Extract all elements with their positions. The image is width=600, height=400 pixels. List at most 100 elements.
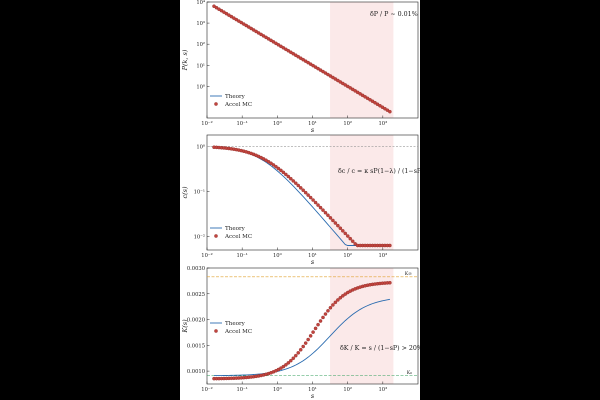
theory-line — [214, 298, 390, 377]
y-tick-label: 10⁻² — [194, 234, 205, 240]
mc-point — [321, 208, 325, 212]
mc-point — [326, 309, 330, 313]
mc-point — [298, 347, 303, 352]
mc-point — [333, 221, 338, 225]
mc-point — [284, 363, 288, 367]
mc-point — [388, 243, 392, 248]
y-tick-label: 10⁻¹ — [194, 189, 205, 195]
mc-point — [388, 109, 392, 114]
legend-theory-label: Theory — [225, 226, 246, 232]
x-tick-label: 10⁰ — [273, 387, 282, 393]
annotation: δP / P ∼ 0.01% — [370, 11, 418, 18]
mc-point — [286, 361, 291, 365]
x-tick-label: 10⁻² — [201, 121, 212, 127]
mc-point — [323, 312, 328, 316]
legend-mc-swatch — [214, 102, 218, 106]
mc-point — [321, 315, 325, 320]
mc-point — [313, 326, 318, 331]
x-tick-label: 10³ — [378, 253, 387, 259]
mc-point — [306, 193, 310, 197]
mc-point — [296, 183, 301, 188]
mc-point — [326, 213, 330, 218]
mc-point — [316, 322, 320, 327]
y-tick-label: 0.0020 — [187, 318, 205, 324]
x-tick-label: 10² — [343, 253, 352, 259]
x-tick-label: 10¹ — [308, 387, 317, 393]
mc-point — [308, 334, 313, 338]
mc-point — [388, 280, 392, 285]
x-tick-label: 10⁻² — [201, 253, 212, 259]
mc-point — [308, 195, 313, 200]
x-tick-label: 10³ — [378, 121, 387, 127]
mc-point — [323, 210, 328, 215]
mc-point — [276, 166, 281, 171]
x-tick-label: 10⁻¹ — [236, 387, 247, 393]
mc-point — [313, 200, 318, 205]
shaded-region — [330, 2, 394, 118]
x-tick-label: 10¹ — [308, 121, 317, 127]
legend-mc-label: Accel MC — [224, 102, 252, 108]
mc-point — [311, 330, 315, 334]
annotation: δc / c = κ sP(1−λ) / (1−sP)(1−λ sP) > 20… — [338, 168, 420, 175]
x-tick-label: 10⁰ — [273, 253, 282, 259]
mc-point — [331, 303, 335, 307]
x-tick-label: 10³ — [378, 387, 387, 393]
mc-point — [289, 358, 293, 363]
annotation: δK / K = s / (1−sP) > 20% — [340, 345, 420, 352]
mc-point — [318, 319, 323, 323]
figure: 10⁻² 10⁻¹ 10⁰ 10¹ 10² 10³ s P(k, s) 10⁴ 10³ 10² 10¹… — [180, 0, 420, 400]
x-axis-label: s — [311, 126, 315, 134]
y-tick-label: 0.0010 — [187, 369, 205, 375]
x-axis-label: s — [311, 392, 315, 400]
y-tick-label: 10⁰ — [196, 144, 205, 150]
mc-point — [301, 344, 305, 349]
mc-point — [306, 337, 310, 342]
mc-point — [284, 172, 288, 177]
y-tick-label: 0.0015 — [187, 343, 205, 349]
y-tick-label: 10³ — [196, 21, 205, 27]
y-tick-label: 10¹ — [196, 63, 205, 69]
legend-theory-label: Theory — [225, 94, 246, 100]
mc-point — [274, 164, 278, 169]
mc-point — [336, 298, 340, 302]
mc-point — [338, 226, 343, 230]
mc-point — [338, 296, 343, 300]
mc-point — [291, 179, 296, 183]
mc-point — [301, 188, 305, 193]
mc-point — [333, 300, 338, 305]
mc-point — [343, 292, 348, 296]
mc-point — [293, 181, 298, 185]
x-tick-label: 10⁻² — [201, 387, 212, 393]
mc-point — [318, 205, 323, 210]
y-tick-label: 0.0025 — [187, 292, 205, 298]
mc-point — [328, 305, 333, 310]
mc-point — [353, 242, 357, 246]
mc-point — [266, 159, 271, 164]
mc-point — [279, 168, 283, 173]
legend-mc-swatch — [214, 234, 218, 238]
mc-point — [281, 170, 286, 175]
reference-line-label: K∞ — [405, 271, 412, 277]
shaded-region — [330, 135, 394, 250]
mc-point — [296, 351, 301, 355]
mc-point — [343, 231, 348, 236]
mc-point — [281, 364, 286, 369]
x-tick-label: 10⁻¹ — [236, 253, 247, 259]
mc-point — [289, 176, 293, 181]
mc-point — [341, 294, 345, 298]
legend-mc-label: Accel MC — [224, 329, 252, 335]
mc-point — [279, 366, 283, 370]
y-tick-label: 10² — [196, 42, 205, 48]
x-tick-label: 10² — [343, 121, 352, 127]
y-tick-label: 10⁰ — [196, 84, 205, 90]
reference-line-label: K₀ — [407, 370, 412, 376]
x-tick-label: 10⁻¹ — [236, 121, 247, 127]
x-tick-label: 10⁰ — [273, 121, 282, 127]
mc-point — [350, 239, 355, 244]
x-tick-label: 10² — [343, 387, 352, 393]
mc-point — [311, 198, 315, 202]
legend-mc-label: Accel MC — [224, 234, 252, 240]
mc-point — [298, 186, 303, 190]
mc-point — [303, 190, 308, 195]
mc-point — [336, 223, 340, 228]
